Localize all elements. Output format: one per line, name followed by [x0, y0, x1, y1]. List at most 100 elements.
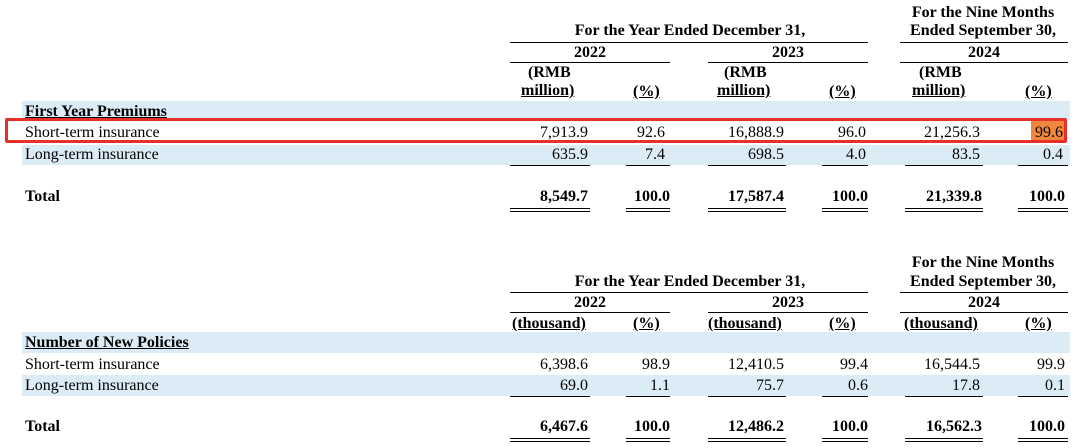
unit-label: million)	[912, 82, 966, 99]
unit-label: (RMB	[724, 64, 767, 81]
row-band	[22, 101, 1070, 119]
total-label: Total	[25, 418, 60, 435]
row-band	[22, 145, 1070, 165]
total-cell: 100.0	[1029, 418, 1065, 435]
subtotal-rule	[905, 396, 983, 397]
unit-label: (RMB	[528, 64, 571, 81]
subtotal-rule	[1018, 396, 1068, 397]
header-rule	[510, 292, 868, 293]
subtotal-rule	[905, 165, 983, 166]
row-label: Short-term insurance	[25, 356, 160, 373]
total-cell: 21,339.8	[926, 188, 982, 205]
subtotal-rule	[822, 396, 868, 397]
row-label: Short-term insurance	[25, 124, 160, 141]
year-2023: 2023	[772, 294, 804, 311]
table-cell: 92.6	[637, 124, 665, 141]
subtotal-rule	[708, 165, 786, 166]
table-cell: 1.1	[650, 377, 670, 394]
year-rule	[510, 62, 670, 63]
row-label: Long-term insurance	[25, 146, 159, 163]
subtotal-rule	[822, 165, 868, 166]
table-cell: 4.0	[846, 146, 866, 163]
year-rule	[510, 312, 670, 313]
total-double-rule	[905, 438, 983, 442]
table-cell: 0.1	[1045, 377, 1065, 394]
table-cell: 6,398.6	[540, 356, 588, 373]
subtotal-rule	[510, 165, 590, 166]
pct-label: (%)	[829, 315, 856, 332]
pct-label: (%)	[633, 315, 660, 332]
total-double-rule	[822, 208, 868, 212]
subtotal-rule	[626, 396, 670, 397]
section-label: First Year Premiums	[25, 103, 167, 120]
table-cell: 7.4	[645, 146, 665, 163]
total-cell: 100.0	[832, 188, 868, 205]
unit-label: (thousand)	[512, 315, 586, 332]
table-cell: 83.5	[952, 146, 980, 163]
table-cell: 17.8	[952, 377, 980, 394]
subtotal-rule	[708, 396, 786, 397]
table-cell: 99.6	[1035, 124, 1063, 141]
year-rule	[900, 62, 1068, 63]
total-double-rule	[905, 208, 983, 212]
unit-label: (thousand)	[708, 315, 782, 332]
table-cell: 96.0	[838, 124, 866, 141]
unit-label: million)	[717, 82, 771, 99]
total-label: Total	[25, 188, 60, 205]
total-cell: 6,467.6	[540, 418, 588, 435]
section-label: Number of New Policies	[25, 334, 189, 351]
year-ended-header: For the Year Ended December 31,	[574, 273, 806, 290]
unit-label: (thousand)	[904, 315, 978, 332]
nine-months-header-line2: Ended September 30,	[910, 22, 1056, 39]
row-band	[22, 375, 1070, 396]
year-rule	[900, 312, 1068, 313]
nine-months-header-line2: Ended September 30,	[910, 273, 1056, 290]
total-double-rule	[626, 438, 670, 442]
header-rule	[900, 42, 1068, 43]
unit-label: million)	[521, 82, 575, 99]
table-cell: 16,888.9	[728, 124, 784, 141]
total-cell: 100.0	[634, 418, 670, 435]
total-cell: 17,587.4	[728, 188, 784, 205]
table-cell: 16,544.5	[924, 356, 980, 373]
total-double-rule	[1018, 208, 1068, 212]
subtotal-rule	[1018, 165, 1068, 166]
table-cell: 698.5	[748, 146, 784, 163]
total-cell: 12,486.2	[728, 418, 784, 435]
year-2022: 2022	[574, 294, 606, 311]
header-rule	[510, 42, 868, 43]
table-cell: 0.4	[1043, 146, 1063, 163]
nine-months-header-line1: For the Nine Months	[911, 254, 1055, 271]
nine-months-header-line1: For the Nine Months	[911, 4, 1055, 21]
year-2023: 2023	[772, 44, 804, 61]
table-cell: 21,256.3	[924, 124, 980, 141]
total-cell: 100.0	[832, 418, 868, 435]
total-double-rule	[708, 208, 786, 212]
row-band	[22, 332, 1070, 353]
total-double-rule	[510, 438, 590, 442]
year-2024: 2024	[968, 294, 1000, 311]
table-cell: 635.9	[552, 146, 588, 163]
pct-label: (%)	[829, 83, 856, 100]
pct-label: (%)	[633, 83, 660, 100]
table-cell: 0.6	[848, 377, 868, 394]
header-rule	[900, 292, 1068, 293]
subtotal-rule	[626, 165, 670, 166]
table-cell: 7,913.9	[540, 124, 588, 141]
total-cell: 16,562.3	[926, 418, 982, 435]
table-cell: 75.7	[756, 377, 784, 394]
total-double-rule	[510, 208, 590, 212]
row-label: Long-term insurance	[25, 377, 159, 394]
year-rule	[708, 312, 868, 313]
pct-label: (%)	[1025, 315, 1052, 332]
total-double-rule	[626, 208, 670, 212]
year-ended-header: For the Year Ended December 31,	[574, 22, 806, 39]
total-cell: 100.0	[1029, 188, 1065, 205]
total-double-rule	[708, 438, 786, 442]
total-cell: 8,549.7	[540, 188, 588, 205]
unit-label: (RMB	[919, 64, 962, 81]
highlight-box	[5, 118, 1067, 143]
table-cell: 99.4	[840, 356, 868, 373]
table-cell: 98.9	[642, 356, 670, 373]
total-double-rule	[1018, 438, 1068, 442]
